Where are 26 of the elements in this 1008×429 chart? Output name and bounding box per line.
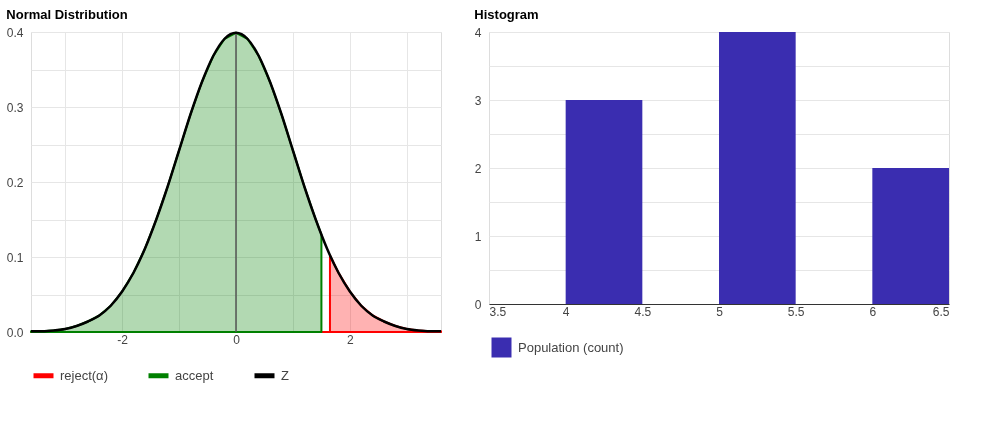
x-tick-label: 0 (233, 332, 241, 347)
legend-label: accept (175, 367, 214, 383)
x-tick-label: 3.5 (489, 304, 507, 319)
x-tick-label: 6 (869, 304, 877, 319)
chart-title: Normal Distribution (6, 7, 128, 22)
y-tick-label: 0.0 (6, 325, 24, 340)
chart-title: Histogram (474, 7, 539, 22)
y-tick-label: 3 (474, 93, 482, 108)
y-tick-label: 0.1 (6, 250, 24, 265)
y-tick-label: 4 (474, 25, 482, 40)
x-tick-label: 2 (347, 332, 355, 347)
x-tick-label: 5.5 (787, 304, 805, 319)
x-tick-label: 5 (716, 304, 724, 319)
x-tick-label: -2 (117, 332, 129, 347)
line-series (29, 31, 443, 333)
x-tick-label: 4.5 (634, 304, 652, 319)
y-tick-label: 0.3 (6, 100, 24, 115)
y-tick-label: 2 (474, 161, 482, 176)
legend-label: Population (count) (518, 339, 624, 355)
legend-label: reject(α) (60, 367, 108, 383)
legend-label: Z (281, 367, 289, 383)
x-tick-label: 6.5 (932, 304, 950, 319)
x-tick-label: 4 (562, 304, 570, 319)
y-tick-label: 0.4 (6, 25, 24, 40)
y-tick-label: 0.2 (6, 175, 24, 190)
y-tick-label: 1 (474, 229, 482, 244)
